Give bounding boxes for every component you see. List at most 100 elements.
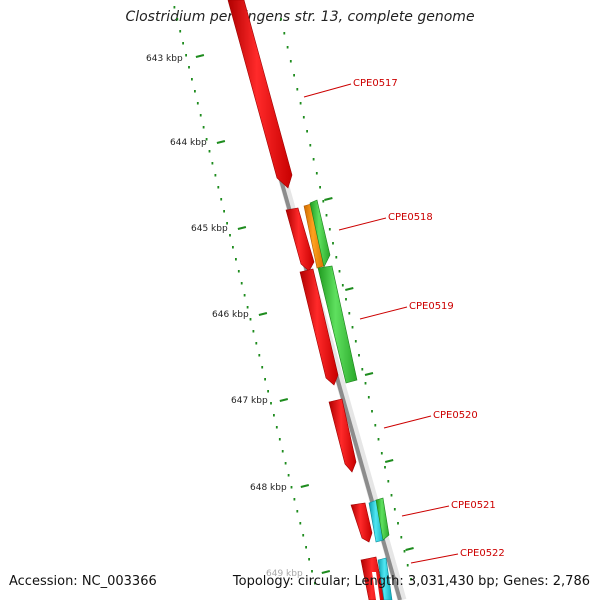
- scale-dot: [278, 438, 281, 441]
- scale-label-649: 649 kbp: [266, 569, 303, 579]
- gene-arrow[interactable]: [227, 0, 293, 189]
- kbp-scale-track: [173, 6, 331, 585]
- gene-arrow[interactable]: [299, 268, 339, 386]
- gene-arrow[interactable]: [285, 207, 315, 272]
- forward-strand-genes: [227, 0, 386, 600]
- scale-label-644: 644 kbp: [170, 138, 207, 148]
- scale-major-tick: [258, 312, 268, 316]
- scale-dot: [211, 162, 214, 165]
- gene-arrow[interactable]: [372, 572, 380, 600]
- scale-label-646: 646 kbp: [212, 310, 249, 320]
- track-dot: [371, 410, 373, 413]
- scale-major-tick: [195, 54, 205, 58]
- track-tick: [405, 547, 414, 551]
- gene-arrow-cyan[interactable]: [377, 557, 393, 600]
- scale-dot: [249, 318, 252, 321]
- scale-major-tick: [237, 226, 247, 230]
- track-dot: [390, 494, 393, 497]
- scale-dot: [290, 486, 293, 489]
- scale-dot: [179, 30, 182, 33]
- scale-dot: [252, 330, 255, 333]
- gene-label-cpe0520[interactable]: CPE0520: [433, 410, 478, 421]
- scale-dot: [311, 570, 313, 573]
- scale-dot: [217, 186, 220, 189]
- scale-dot: [237, 270, 240, 273]
- gene-arrow-green[interactable]: [375, 497, 390, 541]
- track-dot: [293, 74, 295, 77]
- track-dot: [315, 172, 318, 175]
- track-dot: [367, 396, 370, 399]
- gene-arrow-green[interactable]: [317, 265, 358, 384]
- scale-dot: [188, 66, 190, 69]
- scale-dot: [246, 306, 249, 309]
- track-dot: [345, 298, 347, 301]
- gene-label-cpe0519[interactable]: CPE0519: [409, 301, 454, 312]
- track-dot: [393, 508, 396, 511]
- scale-dot: [296, 510, 299, 513]
- scale-major-tick: [300, 484, 310, 488]
- scale-dot: [284, 462, 287, 465]
- scale-dot: [185, 54, 187, 57]
- track-dot: [377, 438, 380, 441]
- track-dot: [384, 466, 386, 469]
- scale-label-648: 648 kbp: [250, 483, 287, 493]
- scale-dot: [220, 198, 223, 201]
- track-dot: [387, 480, 390, 483]
- scale-label-643: 643 kbp: [146, 54, 183, 64]
- reverse-strand-genes: [303, 199, 393, 600]
- scale-dot: [273, 414, 275, 417]
- track-dot: [348, 312, 351, 315]
- track-dot: [306, 130, 308, 133]
- track-dot: [410, 578, 412, 581]
- scale-dot: [182, 42, 184, 45]
- gene-label-cpe0522[interactable]: CPE0522: [460, 548, 505, 559]
- track-dot: [354, 340, 357, 343]
- scale-dot: [287, 474, 290, 477]
- scale-dot: [176, 18, 179, 21]
- scale-dot: [196, 102, 199, 105]
- track-dot: [302, 116, 305, 119]
- track-dot: [400, 536, 403, 539]
- gene-arrow[interactable]: [350, 502, 373, 543]
- gene-arrow[interactable]: [328, 398, 357, 473]
- track-dot: [397, 522, 399, 525]
- track-tick: [345, 287, 354, 291]
- gene-arrow-green[interactable]: [309, 199, 331, 268]
- scale-dot: [264, 378, 266, 381]
- genome-title: Clostridium perfringens str. 13, complet…: [125, 9, 475, 25]
- feature-track-ticks: [280, 18, 414, 581]
- scale-dot: [281, 450, 284, 453]
- track-tick: [324, 197, 333, 201]
- scale-dot: [194, 90, 196, 93]
- track-dot: [338, 270, 341, 273]
- scale-dot: [267, 390, 269, 393]
- scale-dot: [240, 282, 243, 285]
- scale-dot: [275, 426, 278, 429]
- track-dot: [374, 424, 377, 427]
- scale-major-tick: [279, 398, 289, 402]
- track-dot: [406, 564, 409, 567]
- track-dot: [309, 144, 312, 147]
- scale-dot: [226, 222, 228, 225]
- track-dot: [328, 228, 331, 231]
- scale-dot: [308, 558, 310, 561]
- gene-leader-lines: [303, 83, 459, 564]
- track-dot: [358, 354, 360, 357]
- gene-arrow-cyan[interactable]: [368, 499, 385, 543]
- scale-dot: [191, 78, 193, 81]
- track-tick: [384, 459, 394, 463]
- genome-summary: Topology: circular; Length: 3,031,430 bp…: [232, 574, 590, 589]
- track-dot: [322, 200, 325, 203]
- gene-label-cpe0521[interactable]: CPE0521: [451, 500, 496, 511]
- gene-label-cpe0517[interactable]: CPE0517: [353, 78, 398, 89]
- track-dot: [351, 326, 354, 329]
- scale-dot: [243, 294, 246, 297]
- track-dot: [325, 214, 328, 217]
- scale-dot: [202, 126, 205, 129]
- scale-dot: [261, 366, 264, 369]
- scale-dot: [173, 6, 176, 9]
- gene-label-cpe0518[interactable]: CPE0518: [388, 212, 433, 223]
- scale-dot: [205, 138, 208, 141]
- track-dot: [403, 550, 406, 553]
